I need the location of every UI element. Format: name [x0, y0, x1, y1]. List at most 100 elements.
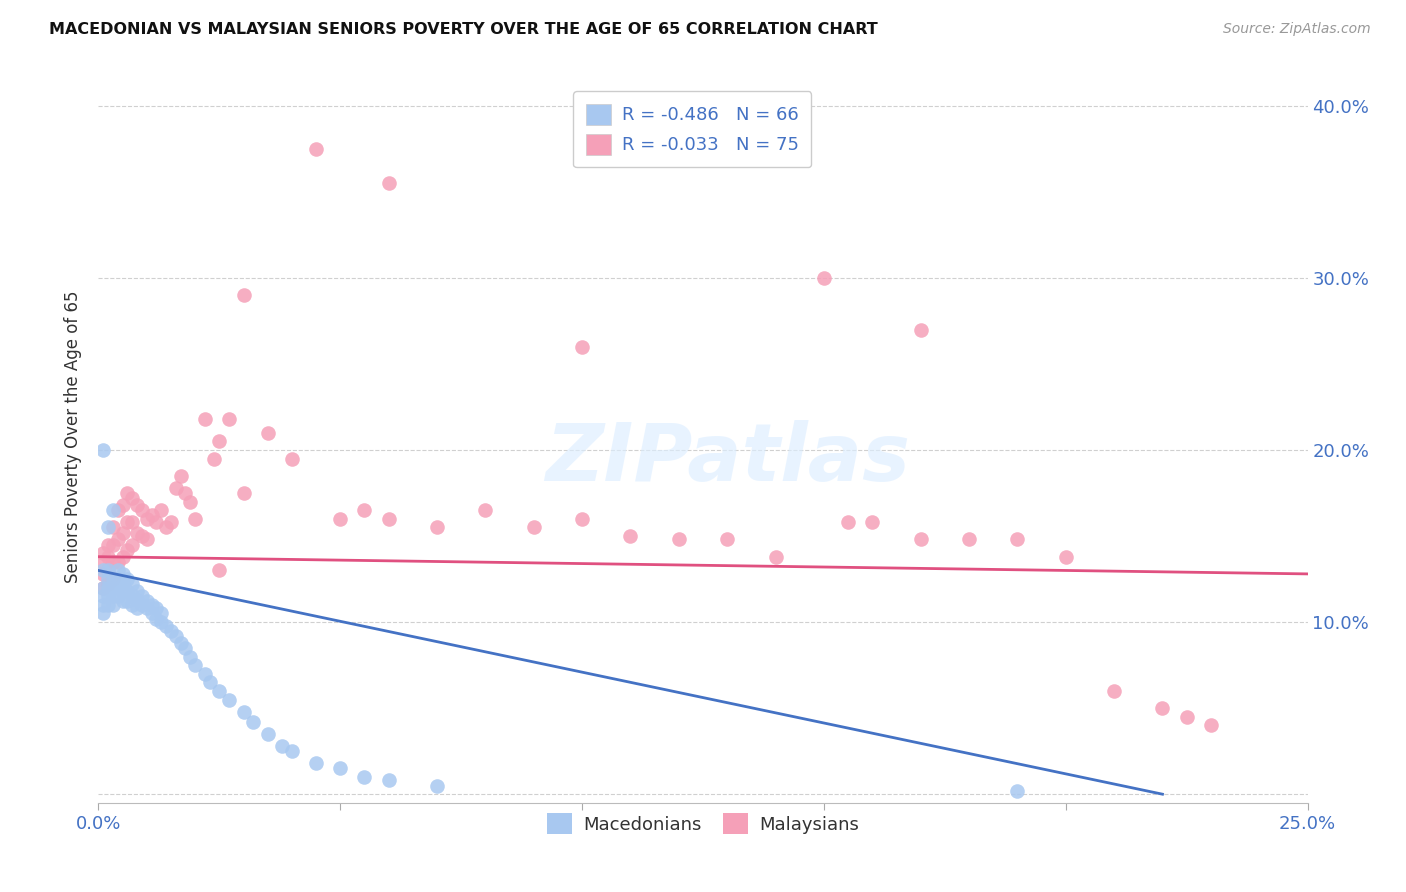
Point: [160, 624, 183, 638]
Point: [668, 533, 690, 547]
Point: [91, 589, 114, 603]
Point: [101, 572, 124, 586]
Point: [101, 503, 124, 517]
Point: [107, 581, 129, 595]
Point: [377, 773, 399, 788]
Point: [256, 727, 278, 741]
Point: [111, 549, 134, 564]
Point: [353, 503, 375, 517]
Point: [97, 549, 120, 564]
Point: [184, 658, 207, 673]
Point: [837, 516, 859, 530]
Point: [121, 598, 143, 612]
Point: [141, 598, 163, 612]
Point: [97, 589, 120, 603]
Point: [155, 618, 177, 632]
Point: [169, 636, 191, 650]
Point: [765, 549, 787, 564]
Point: [1054, 549, 1077, 564]
Point: [127, 592, 149, 607]
Point: [150, 615, 173, 629]
Text: MACEDONIAN VS MALAYSIAN SENIORS POVERTY OVER THE AGE OF 65 CORRELATION CHART: MACEDONIAN VS MALAYSIAN SENIORS POVERTY …: [49, 22, 877, 37]
Point: [121, 577, 143, 591]
Point: [1102, 684, 1125, 698]
Point: [281, 744, 304, 758]
Point: [101, 520, 124, 534]
Point: [131, 598, 153, 612]
Point: [117, 594, 139, 608]
Point: [97, 564, 120, 578]
Point: [377, 176, 399, 190]
Point: [91, 564, 114, 578]
Point: [150, 607, 173, 621]
Point: [1007, 783, 1029, 797]
Point: [174, 486, 197, 500]
Point: [860, 516, 883, 530]
Point: [135, 533, 157, 547]
Point: [329, 761, 352, 775]
Point: [232, 705, 254, 719]
Point: [135, 512, 157, 526]
Point: [204, 451, 226, 466]
Point: [97, 581, 120, 595]
Point: [1007, 533, 1029, 547]
Point: [208, 434, 231, 449]
Point: [155, 520, 177, 534]
Point: [716, 533, 738, 547]
Point: [208, 684, 231, 698]
Point: [145, 601, 167, 615]
Point: [97, 572, 120, 586]
Point: [232, 288, 254, 302]
Point: [271, 739, 294, 753]
Point: [127, 584, 149, 599]
Point: [91, 442, 114, 457]
Point: [117, 542, 139, 557]
Point: [111, 566, 134, 581]
Point: [101, 572, 124, 586]
Point: [141, 508, 163, 523]
Point: [91, 581, 114, 595]
Point: [619, 529, 641, 543]
Point: [117, 516, 139, 530]
Point: [305, 142, 328, 156]
Point: [426, 520, 449, 534]
Point: [127, 498, 149, 512]
Point: [174, 640, 197, 655]
Point: [242, 714, 264, 729]
Point: [101, 538, 124, 552]
Point: [141, 607, 163, 621]
Point: [179, 649, 201, 664]
Point: [117, 572, 139, 586]
Point: [131, 529, 153, 543]
Point: [377, 512, 399, 526]
Point: [135, 601, 157, 615]
Point: [523, 520, 546, 534]
Point: [131, 589, 153, 603]
Y-axis label: Seniors Poverty Over the Age of 65: Seniors Poverty Over the Age of 65: [65, 291, 83, 583]
Point: [107, 503, 129, 517]
Point: [121, 491, 143, 505]
Point: [101, 555, 124, 569]
Point: [426, 779, 449, 793]
Point: [117, 584, 139, 599]
Point: [218, 412, 240, 426]
Point: [169, 468, 191, 483]
Point: [208, 564, 231, 578]
Point: [111, 525, 134, 540]
Point: [111, 594, 134, 608]
Point: [91, 555, 114, 569]
Point: [91, 607, 114, 621]
Point: [111, 584, 134, 599]
Point: [179, 494, 201, 508]
Point: [107, 572, 129, 586]
Point: [194, 666, 217, 681]
Point: [111, 498, 134, 512]
Point: [107, 564, 129, 578]
Point: [91, 566, 114, 581]
Point: [1175, 710, 1198, 724]
Legend: Macedonians, Malaysians: Macedonians, Malaysians: [536, 803, 870, 845]
Point: [329, 512, 352, 526]
Point: [910, 533, 932, 547]
Point: [101, 598, 124, 612]
Point: [121, 538, 143, 552]
